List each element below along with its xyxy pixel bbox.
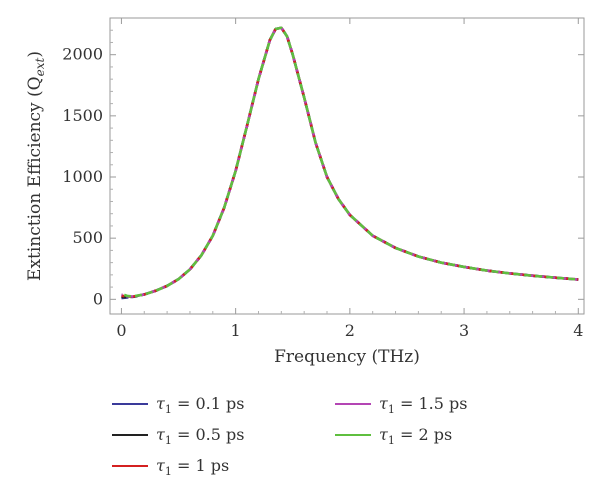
x-axis-ticks: 0 1 2 3 4	[116, 18, 583, 340]
legend-label: τ1 = 1 ps	[156, 456, 229, 478]
legend-label: τ1 = 0.5 ps	[156, 425, 244, 447]
x-tick-label: 2	[345, 321, 355, 340]
y-axis-title-close: )	[25, 51, 45, 58]
y-axis-ticks: 0 500 1000 1500 2000	[62, 29, 584, 308]
legend-symbol: τ	[379, 425, 389, 444]
legend-subscript: 1	[388, 403, 395, 416]
y-tick-label: 1500	[62, 106, 103, 125]
series-layer	[120, 26, 579, 300]
series-line-4	[121, 26, 579, 298]
legend-subscript: 1	[388, 434, 395, 447]
legend-subscript: 1	[165, 403, 172, 416]
legend-symbol: τ	[156, 394, 166, 413]
legend-label: τ1 = 2 ps	[379, 425, 452, 447]
y-tick-label: 500	[72, 228, 103, 247]
x-axis-title: Frequency (THz)	[274, 347, 420, 367]
y-tick-label: 2000	[62, 45, 103, 64]
y-axis-title-main: Extinction Efficiency (Q	[25, 76, 45, 281]
legend-value: = 1 ps	[172, 456, 229, 475]
legend-value: = 0.1 ps	[172, 394, 245, 413]
series-line-1	[121, 26, 579, 300]
y-axis-title-sub: ext	[33, 58, 47, 77]
y-axis-title: Extinction Efficiency (Qext)	[25, 51, 47, 281]
legend-subscript: 1	[165, 465, 172, 478]
legend-subscript: 1	[165, 434, 172, 447]
legend-value: = 2 ps	[395, 425, 452, 444]
x-tick-label: 3	[459, 321, 469, 340]
x-tick-label: 0	[116, 321, 126, 340]
x-tick-label: 1	[231, 321, 241, 340]
legend-symbol: τ	[156, 425, 166, 444]
legend-symbol: τ	[156, 456, 166, 475]
legend-label: τ1 = 1.5 ps	[379, 394, 467, 416]
legend-label: τ1 = 0.1 ps	[156, 394, 244, 416]
x-tick-label: 4	[573, 321, 583, 340]
plot-frame	[109, 17, 585, 315]
series-line-5	[120, 26, 579, 298]
legend-value: = 0.5 ps	[172, 425, 245, 444]
y-tick-label: 1000	[62, 167, 103, 186]
series-line-2	[121, 26, 579, 299]
y-tick-label: 0	[93, 289, 103, 308]
legend-value: = 1.5 ps	[395, 394, 468, 413]
series-line-3	[121, 26, 579, 298]
legend-symbol: τ	[379, 394, 389, 413]
